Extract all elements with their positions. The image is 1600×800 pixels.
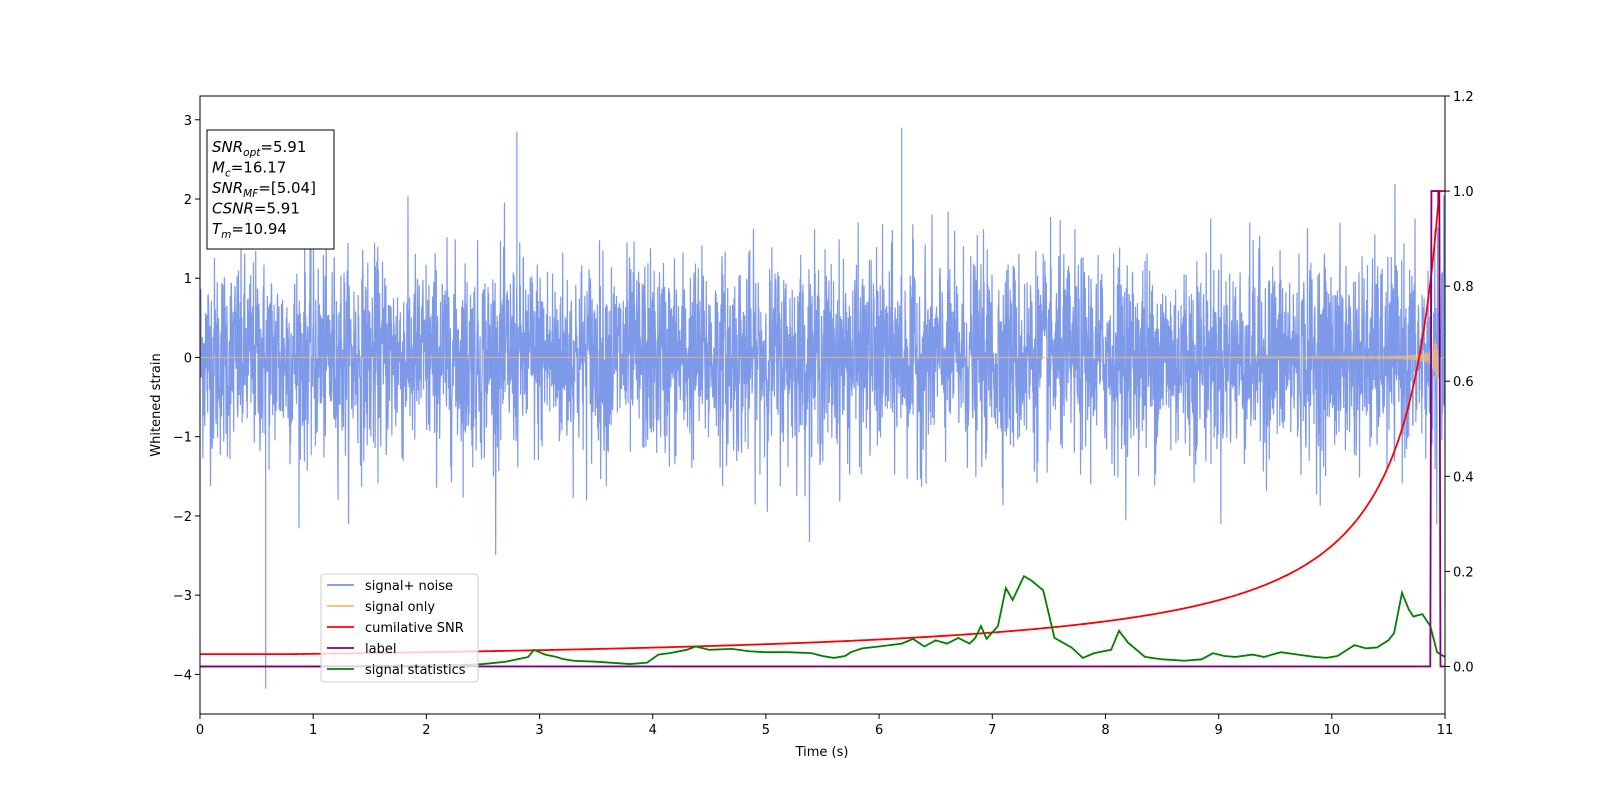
- series-signal-statistics: [200, 574, 1445, 668]
- annotation-value: =[5.04]: [258, 179, 316, 197]
- series-signal-noise: [200, 127, 1445, 689]
- y-right-tick-label: 0.0: [1453, 660, 1474, 675]
- x-tick-label: 5: [762, 723, 770, 738]
- y-right-tick-label: 1.0: [1453, 185, 1474, 200]
- annotation-subscript: MF: [243, 188, 259, 200]
- y-left-tick-label: −4: [173, 668, 192, 683]
- annotation-symbol: M: [212, 159, 225, 177]
- x-tick-label: 1: [309, 723, 317, 738]
- x-tick-label: 9: [1214, 723, 1222, 738]
- y-right-tick-label: 1.2: [1453, 90, 1474, 105]
- annotation-symbol: SNR: [212, 138, 243, 156]
- x-tick-label: 3: [535, 723, 543, 738]
- legend-frame: [320, 573, 479, 683]
- legend: signal+ noise signal only cumilative SNR la…: [320, 573, 479, 683]
- y-left-tick-label: −1: [173, 431, 192, 446]
- series-label: [200, 190, 1445, 668]
- y-left-tick-label: 1: [184, 272, 192, 287]
- plot-frame: [199, 95, 1446, 715]
- y-axis-label: Whitened strain: [149, 353, 164, 456]
- legend-entry: label: [365, 642, 396, 657]
- x-axis: 0 1 2 3 4 5 6 7 8 9 10 11: [196, 714, 1453, 738]
- x-tick-label: 2: [422, 723, 430, 738]
- annotation-subscript: m: [221, 229, 231, 241]
- y-left-tick-label: 2: [184, 193, 192, 208]
- annotation-value: =5.91: [260, 138, 306, 156]
- series-signal-only: [200, 338, 1445, 382]
- y-right-tick-label: 0.4: [1453, 470, 1474, 485]
- parameter-annotation-box: SNRopt=5.91 Mc=16.17 SNRMF=[5.04] CSNR=5.91…: [206, 129, 335, 250]
- x-tick-label: 7: [988, 723, 996, 738]
- y-axis-right: 0.0 0.2 0.4 0.6 0.8 1.0 1.2: [1445, 90, 1474, 675]
- x-tick-label: 10: [1324, 723, 1341, 738]
- y-left-tick-label: −3: [173, 589, 192, 604]
- legend-entry: signal+ noise: [365, 579, 453, 594]
- legend-entry: signal only: [365, 600, 435, 615]
- annotation-value: =10.94: [231, 220, 287, 238]
- x-tick-label: 11: [1437, 723, 1454, 738]
- x-tick-label: 4: [649, 723, 657, 738]
- y-left-tick-label: 0: [184, 351, 192, 366]
- y-axis-left: −4 −3 −2 −1 0 1 2 3: [173, 114, 200, 683]
- annotation-subscript: c: [225, 168, 231, 180]
- annotation-symbol: T: [212, 220, 223, 238]
- x-axis-label: Time (s): [795, 745, 849, 760]
- annotation-text: SNRopt=5.91 Mc=16.17 SNRMF=[5.04] CSNR=5.91…: [212, 138, 316, 241]
- annotation-value: =5.91: [254, 200, 300, 218]
- annotation-value: =16.17: [231, 159, 287, 177]
- y-right-tick-label: 0.2: [1453, 565, 1474, 580]
- x-tick-label: 0: [196, 723, 204, 738]
- annotation-subscript: opt: [243, 147, 261, 159]
- y-right-tick-label: 0.8: [1453, 280, 1474, 295]
- annotation-symbol: CSNR: [212, 200, 254, 218]
- legend-entry: signal statistics: [365, 663, 466, 678]
- y-left-tick-label: −2: [173, 510, 192, 525]
- annotation-frame: [206, 129, 335, 250]
- legend-entry: cumilative SNR: [365, 621, 464, 636]
- annotation-symbol: SNR: [212, 179, 243, 197]
- y-left-tick-label: 3: [184, 114, 192, 129]
- x-tick-label: 6: [875, 723, 883, 738]
- y-right-tick-label: 0.6: [1453, 375, 1474, 390]
- x-tick-label: 8: [1101, 723, 1109, 738]
